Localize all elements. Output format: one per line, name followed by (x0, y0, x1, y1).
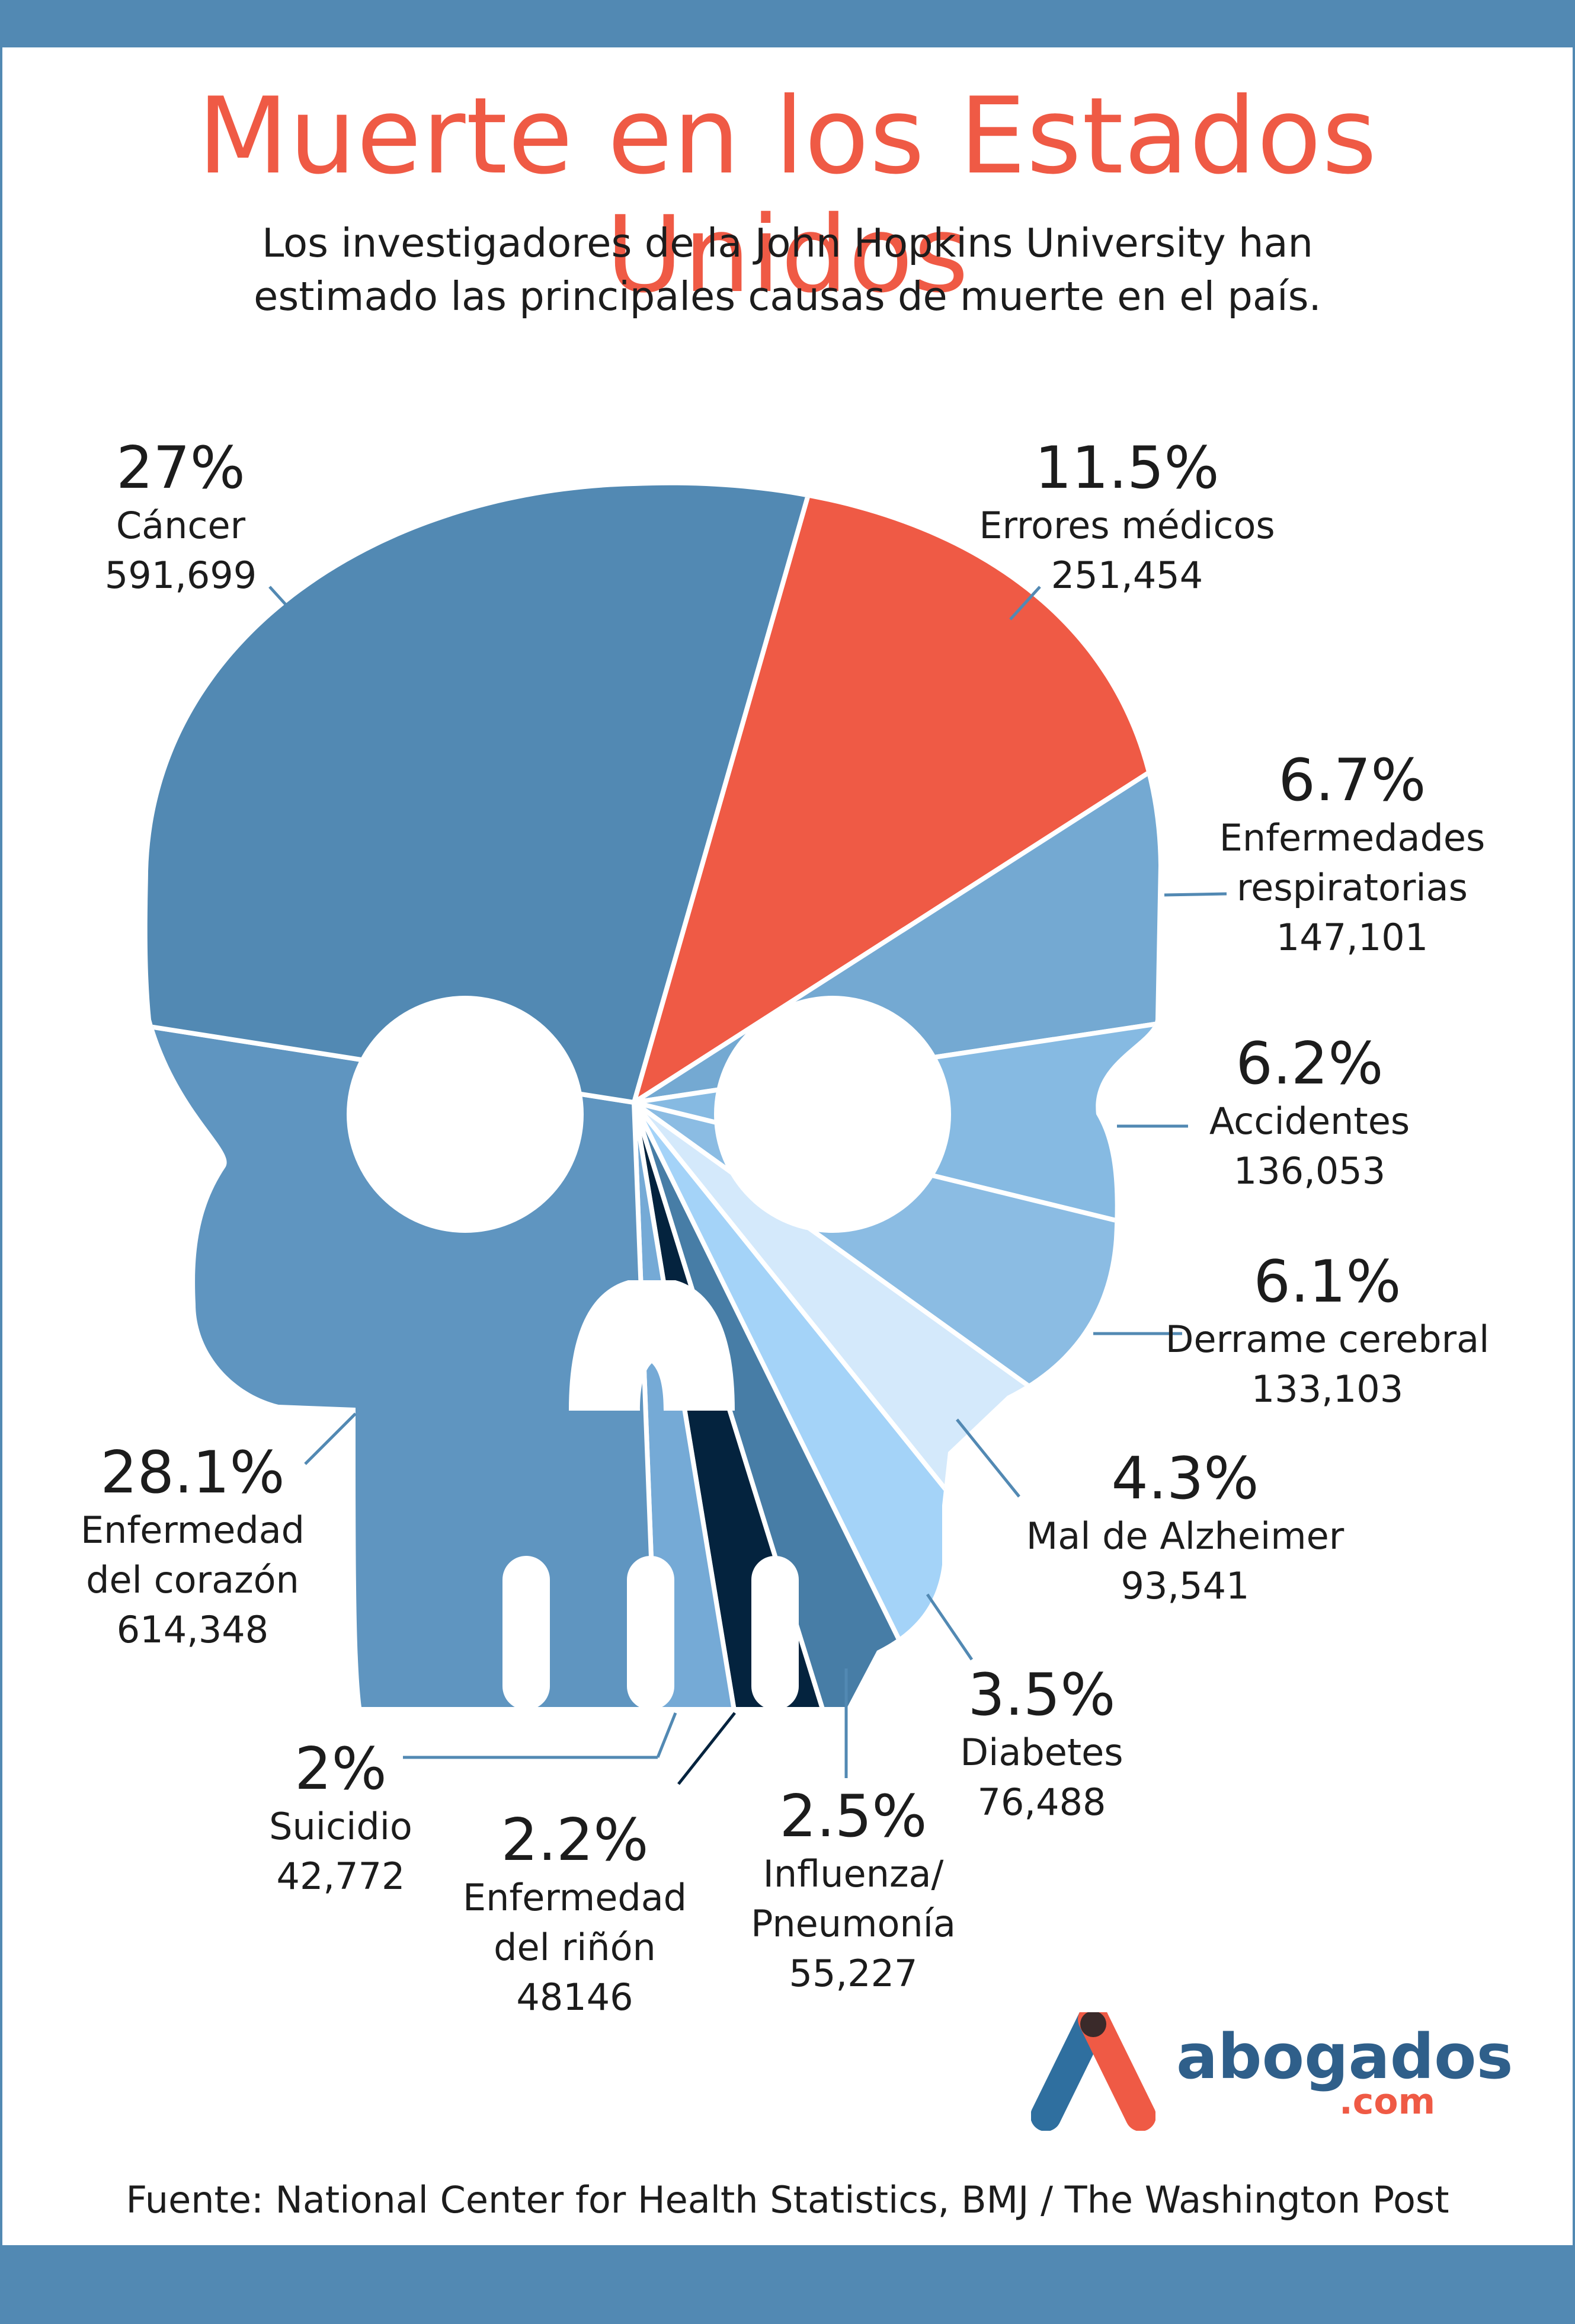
right-eye-socket (714, 996, 951, 1233)
errores-name: Errores médicos (979, 504, 1275, 547)
suicidio-count: 42,772 (276, 1855, 405, 1898)
logo-text: abogados (1176, 2021, 1513, 2093)
right-border (1573, 47, 1575, 2245)
rinon-percent: 2.2% (501, 1807, 649, 1874)
leader-line-errores (1009, 586, 1041, 621)
label-influenza: 2.5% Influenza/ Pneumonía 55,227 (751, 1784, 956, 1999)
slice-cancer (147, 485, 850, 1105)
derrame-percent: 6.1% (1253, 1248, 1401, 1316)
left-eye-socket (347, 996, 584, 1233)
source-note: Fuente: National Center for Health Stati… (126, 2178, 1449, 2221)
cancer-count: 591,699 (104, 554, 257, 597)
label-rinon: 2.2% Enfermedad del riñón 48146 (463, 1808, 687, 2022)
label-diabetes: 3.5% Diabetes 76,488 (960, 1663, 1123, 1827)
label-errores: 11.5% Errores médicos 251,454 (979, 436, 1275, 600)
corazon-count: 614,348 (116, 1608, 269, 1651)
respiratorias-name-line-2: respiratorias (1237, 866, 1468, 909)
label-accidentes: 6.2% Accidentes 136,053 (1209, 1031, 1410, 1196)
subtitle: Los investigadores de la John Hopkins Un… (0, 216, 1575, 323)
errores-percent: 11.5% (1035, 434, 1219, 502)
corazon-name-line-2: del corazón (86, 1558, 299, 1601)
respiratorias-name-line-1: Enfermedades (1219, 816, 1486, 859)
label-corazon: 28.1% Enfermedad del corazón 614,348 (81, 1440, 305, 1655)
derrame-name: Derrame cerebral (1165, 1318, 1490, 1361)
leader-line-alzheimer (956, 1418, 1020, 1498)
slice-accidentes (633, 985, 1158, 1289)
leader-line-cancer (268, 586, 300, 621)
logo-suffix: .com (1339, 2081, 1436, 2122)
suicidio-name: Suicidio (269, 1805, 412, 1848)
label-respiratorias: 6.7% Enfermedades respiratorias 147,101 (1219, 748, 1486, 963)
subtitle-line-1: Los investigadores de la John Hopkins Un… (262, 220, 1313, 266)
subtitle-line-2: estimado las principales causas de muert… (254, 273, 1321, 319)
left-border (0, 47, 2, 2245)
corazon-name-line-1: Enfermedad (80, 1508, 305, 1552)
abogados-a-logo-icon (1031, 2012, 1155, 2131)
diabetes-percent: 3.5% (968, 1661, 1116, 1729)
page-title: Muerte en los Estados Unidos (197, 75, 1378, 316)
rinon-name-line-2: del riñón (494, 1926, 656, 1969)
influenza-name-line-1: Influenza/ (763, 1852, 944, 1895)
respiratorias-count: 147,101 (1276, 916, 1429, 959)
leader-line-corazon (304, 1412, 357, 1465)
nose-cavity (569, 1280, 735, 1411)
alzheimer-count: 93,541 (1121, 1564, 1250, 1607)
derrame-count: 133,103 (1251, 1367, 1404, 1411)
leader-line-respiratorias (1164, 892, 1227, 897)
label-derrame: 6.1% Derrame cerebral 133,103 (1166, 1249, 1490, 1414)
influenza-count: 55,227 (789, 1952, 918, 1995)
label-suicidio: 2% Suicidio 42,772 (269, 1737, 412, 1901)
label-cancer: 27% Cáncer 591,699 (105, 436, 257, 600)
tooth-gap-1 (502, 1556, 550, 1710)
rinon-name-line-1: Enfermedad (462, 1876, 687, 1919)
accidentes-percent: 6.2% (1235, 1030, 1384, 1098)
errores-count: 251,454 (1051, 554, 1203, 597)
influenza-name-line-2: Pneumonía (751, 1902, 956, 1945)
corazon-percent: 28.1% (100, 1439, 285, 1507)
alzheimer-name: Mal de Alzheimer (1026, 1514, 1344, 1558)
top-band (0, 0, 1575, 47)
tooth-gap-2 (627, 1556, 674, 1710)
diabetes-count: 76,488 (977, 1780, 1106, 1824)
alzheimer-percent: 4.3% (1111, 1445, 1259, 1513)
influenza-percent: 2.5% (779, 1783, 927, 1850)
accidentes-count: 136,053 (1233, 1149, 1386, 1193)
leader-line-diabetes (926, 1593, 974, 1661)
diabetes-name: Diabetes (960, 1731, 1123, 1774)
bottom-band (0, 2245, 1575, 2324)
accidentes-name: Accidentes (1209, 1099, 1410, 1143)
tooth-gap-3 (751, 1556, 799, 1710)
rinon-count: 48146 (516, 1975, 633, 2019)
leader-line-rinon (677, 1712, 736, 1785)
label-alzheimer: 4.3% Mal de Alzheimer 93,541 (1026, 1446, 1344, 1611)
suicidio-percent: 2% (294, 1735, 387, 1803)
leader-line-suicidio-b (656, 1712, 677, 1758)
abogados-logo[interactable]: abogados .com (1031, 2012, 1513, 2131)
cancer-name: Cáncer (116, 504, 246, 547)
respiratorias-percent: 6.7% (1278, 747, 1426, 814)
cancer-percent: 27% (116, 434, 245, 502)
